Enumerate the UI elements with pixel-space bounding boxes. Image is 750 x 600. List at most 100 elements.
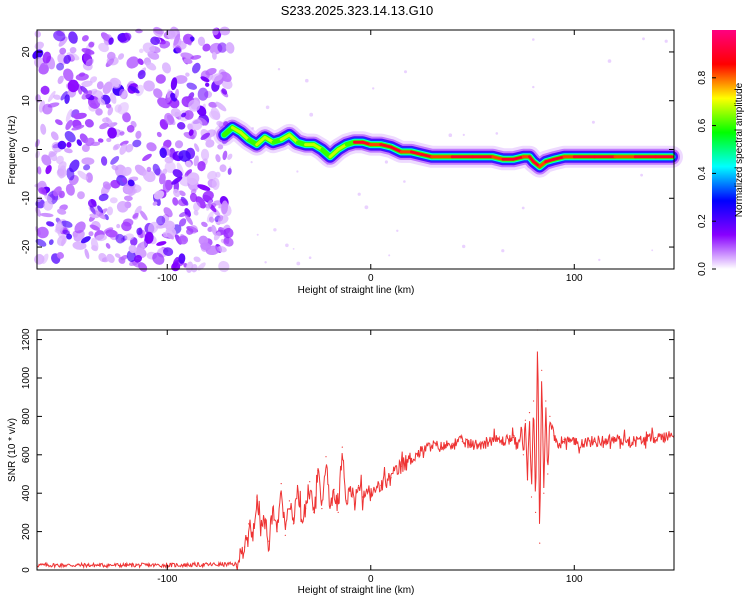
snr-x-tick: -100: [157, 330, 178, 585]
snr-x-tick: 0: [368, 330, 374, 585]
snr-point: [333, 488, 335, 490]
noise-blob: [61, 220, 73, 228]
snr-point: [553, 435, 555, 437]
noise-blob: [126, 56, 139, 69]
snr-point: [634, 440, 636, 442]
noise-speck: [495, 132, 499, 135]
noise-blob: [174, 75, 188, 84]
snr-point: [655, 436, 657, 439]
noise-blob: [106, 137, 112, 143]
noise-blob: [109, 92, 117, 104]
noise-blob: [56, 252, 64, 259]
snr-point: [522, 454, 525, 456]
snr-point: [441, 446, 443, 448]
noise-blob: [192, 62, 201, 74]
noise-blob: [227, 153, 233, 160]
noise-blob: [114, 104, 122, 113]
snr-y-tick: 0: [21, 567, 674, 573]
noise-blob: [147, 221, 159, 234]
noise-speck: [388, 254, 391, 257]
noise-blob: [41, 253, 49, 265]
noise-blob: [98, 252, 107, 263]
noise-blob: [142, 42, 156, 54]
noise-blob: [106, 103, 112, 109]
snr-point: [557, 444, 559, 446]
noise-blob: [57, 235, 67, 246]
ridge-core-segment: [279, 133, 291, 142]
snr-point: [451, 442, 453, 444]
noise-blob: [211, 73, 223, 82]
ridge-core-segment: [255, 135, 267, 147]
noise-blob: [215, 154, 221, 163]
snr-y-tick-label: 0: [21, 567, 32, 573]
noise-blob: [107, 127, 117, 139]
snr-point: [400, 465, 402, 467]
noise-blob: [223, 227, 234, 239]
noise-blob: [188, 99, 201, 112]
noise-blob: [64, 148, 73, 154]
noise-blob: [211, 52, 217, 60]
figure-title: S233.2025.323.14.13.G10: [281, 3, 434, 18]
snr-point: [526, 479, 529, 481]
noise-blob: [139, 48, 144, 54]
noise-blob: [65, 183, 75, 196]
noise-blob: [36, 196, 42, 203]
noise-blob: [183, 58, 193, 64]
noise-blob: [69, 46, 77, 54]
noise-speck: [296, 261, 301, 266]
noise-blob: [56, 62, 65, 71]
noise-blob: [87, 199, 97, 208]
noise-blob: [161, 62, 172, 74]
noise-blob: [110, 179, 121, 189]
noise-blob: [164, 161, 176, 173]
noise-blob: [144, 231, 154, 244]
ridge-core-segment: [379, 143, 393, 149]
noise-blob: [167, 28, 178, 40]
noise-blob: [176, 162, 184, 176]
snr-panel: -100 0 100 0 200 400 600 800 1000 1200 Height of…: [7, 328, 675, 596]
colorbar-tick: 0.6: [697, 118, 716, 133]
snr-line-layer: [36, 329, 675, 571]
noise-blob: [153, 190, 165, 200]
noise-speck: [265, 105, 270, 110]
noise-blob: [55, 119, 63, 126]
noise-blob: [121, 221, 132, 232]
noise-blob: [85, 172, 93, 183]
snr-point: [362, 496, 364, 498]
ridge-core-segment: [320, 148, 332, 159]
noise-blob: [102, 81, 113, 95]
snr-point: [296, 484, 299, 487]
snr-point: [547, 473, 549, 475]
noise-blob: [223, 237, 234, 247]
noise-blob: [178, 150, 191, 162]
noise-blob: [73, 112, 87, 120]
noise-blob: [197, 36, 206, 46]
noise-blob: [190, 55, 202, 60]
snr-y-label: SNR (10 * v/v): [7, 418, 18, 482]
ridge-core-segment: [230, 126, 242, 134]
snr-point: [284, 534, 286, 537]
noise-blob: [186, 172, 200, 186]
noise-blob: [193, 201, 201, 212]
noise-blob: [62, 229, 70, 235]
spectrogram-y-tick-label: 0: [21, 146, 32, 152]
noise-speck: [256, 233, 259, 236]
noise-blob: [137, 70, 146, 80]
noise-blob: [170, 107, 181, 118]
noise-blob: [106, 206, 114, 216]
noise-speck: [448, 133, 453, 137]
noise-blob: [131, 259, 141, 268]
noise-blob: [125, 143, 134, 153]
noise-blob: [81, 144, 90, 153]
noise-blob: [81, 90, 93, 100]
noise-blob: [58, 36, 68, 47]
spectrogram-y-tick: 0: [21, 146, 674, 152]
noise-speck: [296, 170, 299, 173]
snr-point: [288, 500, 290, 502]
noise-blob: [222, 150, 228, 161]
noise-blob: [181, 112, 187, 118]
noise-speck: [651, 249, 654, 252]
noise-blob: [108, 37, 114, 45]
colorbar: 0.0 0.2 0.4 0.6 0.8 Normalized spectral ampl…: [697, 30, 745, 276]
colorbar-tick-label: 0.0: [697, 262, 708, 276]
